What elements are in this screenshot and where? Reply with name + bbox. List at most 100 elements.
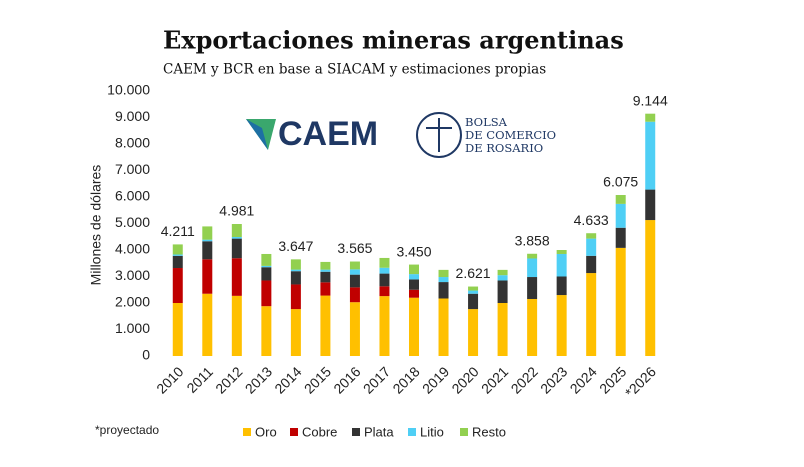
bar-segment <box>202 239 213 242</box>
bar-segment <box>379 296 390 356</box>
total-label: 3.647 <box>278 238 313 254</box>
logo-text: DE COMERCIO <box>465 128 556 142</box>
x-tick-label: 2022 <box>508 363 541 396</box>
legend-swatch <box>290 428 298 436</box>
logo-text: BOLSA <box>465 115 508 129</box>
x-tick-label: 2021 <box>478 363 511 396</box>
total-label: 2.621 <box>456 265 491 281</box>
bar-segment <box>379 257 390 268</box>
bar-segment <box>261 265 272 268</box>
bar-segment <box>468 293 479 310</box>
bar-segment <box>556 276 567 296</box>
bar-segment <box>172 255 183 269</box>
x-tick-label: 2014 <box>271 363 304 396</box>
bar-segment <box>645 121 656 190</box>
logo-caem: CAEM <box>246 115 378 153</box>
bar-segment <box>172 244 183 255</box>
logo-emblem <box>416 112 462 158</box>
bar-segment <box>615 247 626 356</box>
y-tick-label: 7.000 <box>115 161 150 177</box>
logo-text: CAEM <box>278 115 378 153</box>
bar-segment <box>320 271 331 283</box>
x-tick-label: 2011 <box>183 363 216 396</box>
bar-segment <box>261 280 272 307</box>
total-label: 4.633 <box>574 212 609 228</box>
bar-segment <box>468 290 479 294</box>
bar-segment <box>409 289 419 298</box>
legend-label: Oro <box>255 424 277 439</box>
bar-segment <box>172 268 183 303</box>
bar-segment <box>231 258 242 296</box>
bar-segment <box>290 259 301 270</box>
bar-segment <box>438 282 449 299</box>
x-tick-label: 2023 <box>537 363 570 396</box>
total-label: 3.858 <box>515 232 550 248</box>
logo-icon <box>246 119 268 150</box>
x-tick-label: *2026 <box>622 363 659 400</box>
bar-segment <box>586 273 597 356</box>
y-tick-label: 4.000 <box>115 241 150 257</box>
total-label: 4.981 <box>219 203 254 219</box>
total-label: 9.144 <box>633 92 668 108</box>
bar-segment <box>202 226 213 240</box>
bar-segment <box>497 280 508 303</box>
bar-segment <box>172 254 183 256</box>
y-tick-label: 0 <box>142 347 150 363</box>
x-tick-label: 2013 <box>242 363 275 396</box>
bar-segment <box>438 298 449 356</box>
note: *proyectado <box>95 423 159 437</box>
total-label: 3.450 <box>396 243 431 259</box>
legend-label: Cobre <box>302 424 337 439</box>
bar-segment <box>527 299 538 356</box>
legend-label: Resto <box>472 424 506 439</box>
bar-segment <box>586 238 597 256</box>
x-tick-label: 2017 <box>360 363 393 396</box>
bar-segment <box>231 238 242 259</box>
bar-segment <box>231 224 242 238</box>
y-tick-label: 6.000 <box>115 188 150 204</box>
x-tick-label: 2019 <box>419 363 452 396</box>
y-tick-label: 2.000 <box>115 294 150 310</box>
y-tick-label: 3.000 <box>115 267 150 283</box>
bar-segment <box>438 277 449 283</box>
legend-swatch <box>243 428 251 436</box>
logo-text: DE ROSARIO <box>465 141 543 155</box>
x-tick-label: 2015 <box>301 363 334 396</box>
bar-segment <box>290 269 301 272</box>
bar-segment <box>409 264 419 275</box>
bar-segment <box>320 295 331 356</box>
bar-segment <box>290 271 301 285</box>
bar-segment <box>645 220 656 356</box>
bar-segment <box>556 295 567 356</box>
bar-segment <box>468 286 479 291</box>
legend-swatch <box>460 428 468 436</box>
x-tick-label: 2010 <box>153 363 186 396</box>
legend-swatch <box>352 428 360 436</box>
y-tick-label: 5.000 <box>115 214 150 230</box>
total-label: 6.075 <box>603 174 638 190</box>
bar-segment <box>586 233 597 239</box>
logo-bcr: BOLSA DE COMERCIO DE ROSARIO <box>416 112 556 158</box>
bar-segment <box>497 269 508 276</box>
y-tick-label: 9.000 <box>115 108 150 124</box>
bar-segment <box>409 274 419 280</box>
bar-segment <box>409 297 419 356</box>
x-tick-label: 2012 <box>212 363 245 396</box>
bar-segment <box>468 309 479 356</box>
bar-segment <box>409 279 419 290</box>
bar-segment <box>556 253 567 277</box>
x-tick-label: 2020 <box>448 363 481 396</box>
total-label: 4.211 <box>161 223 195 239</box>
bar-segment <box>645 113 656 122</box>
y-tick-label: 1.000 <box>115 320 150 336</box>
bar-segment <box>497 303 508 356</box>
bar-segment <box>320 261 331 270</box>
bar-segment <box>261 267 272 281</box>
bar-segment <box>379 273 390 287</box>
bar-segment <box>202 241 213 260</box>
bar-segment <box>645 189 656 221</box>
bar-segment <box>261 253 272 266</box>
bar-segment <box>349 287 360 303</box>
y-tick-label: 8.000 <box>115 135 150 151</box>
bar-segment <box>586 255 597 274</box>
